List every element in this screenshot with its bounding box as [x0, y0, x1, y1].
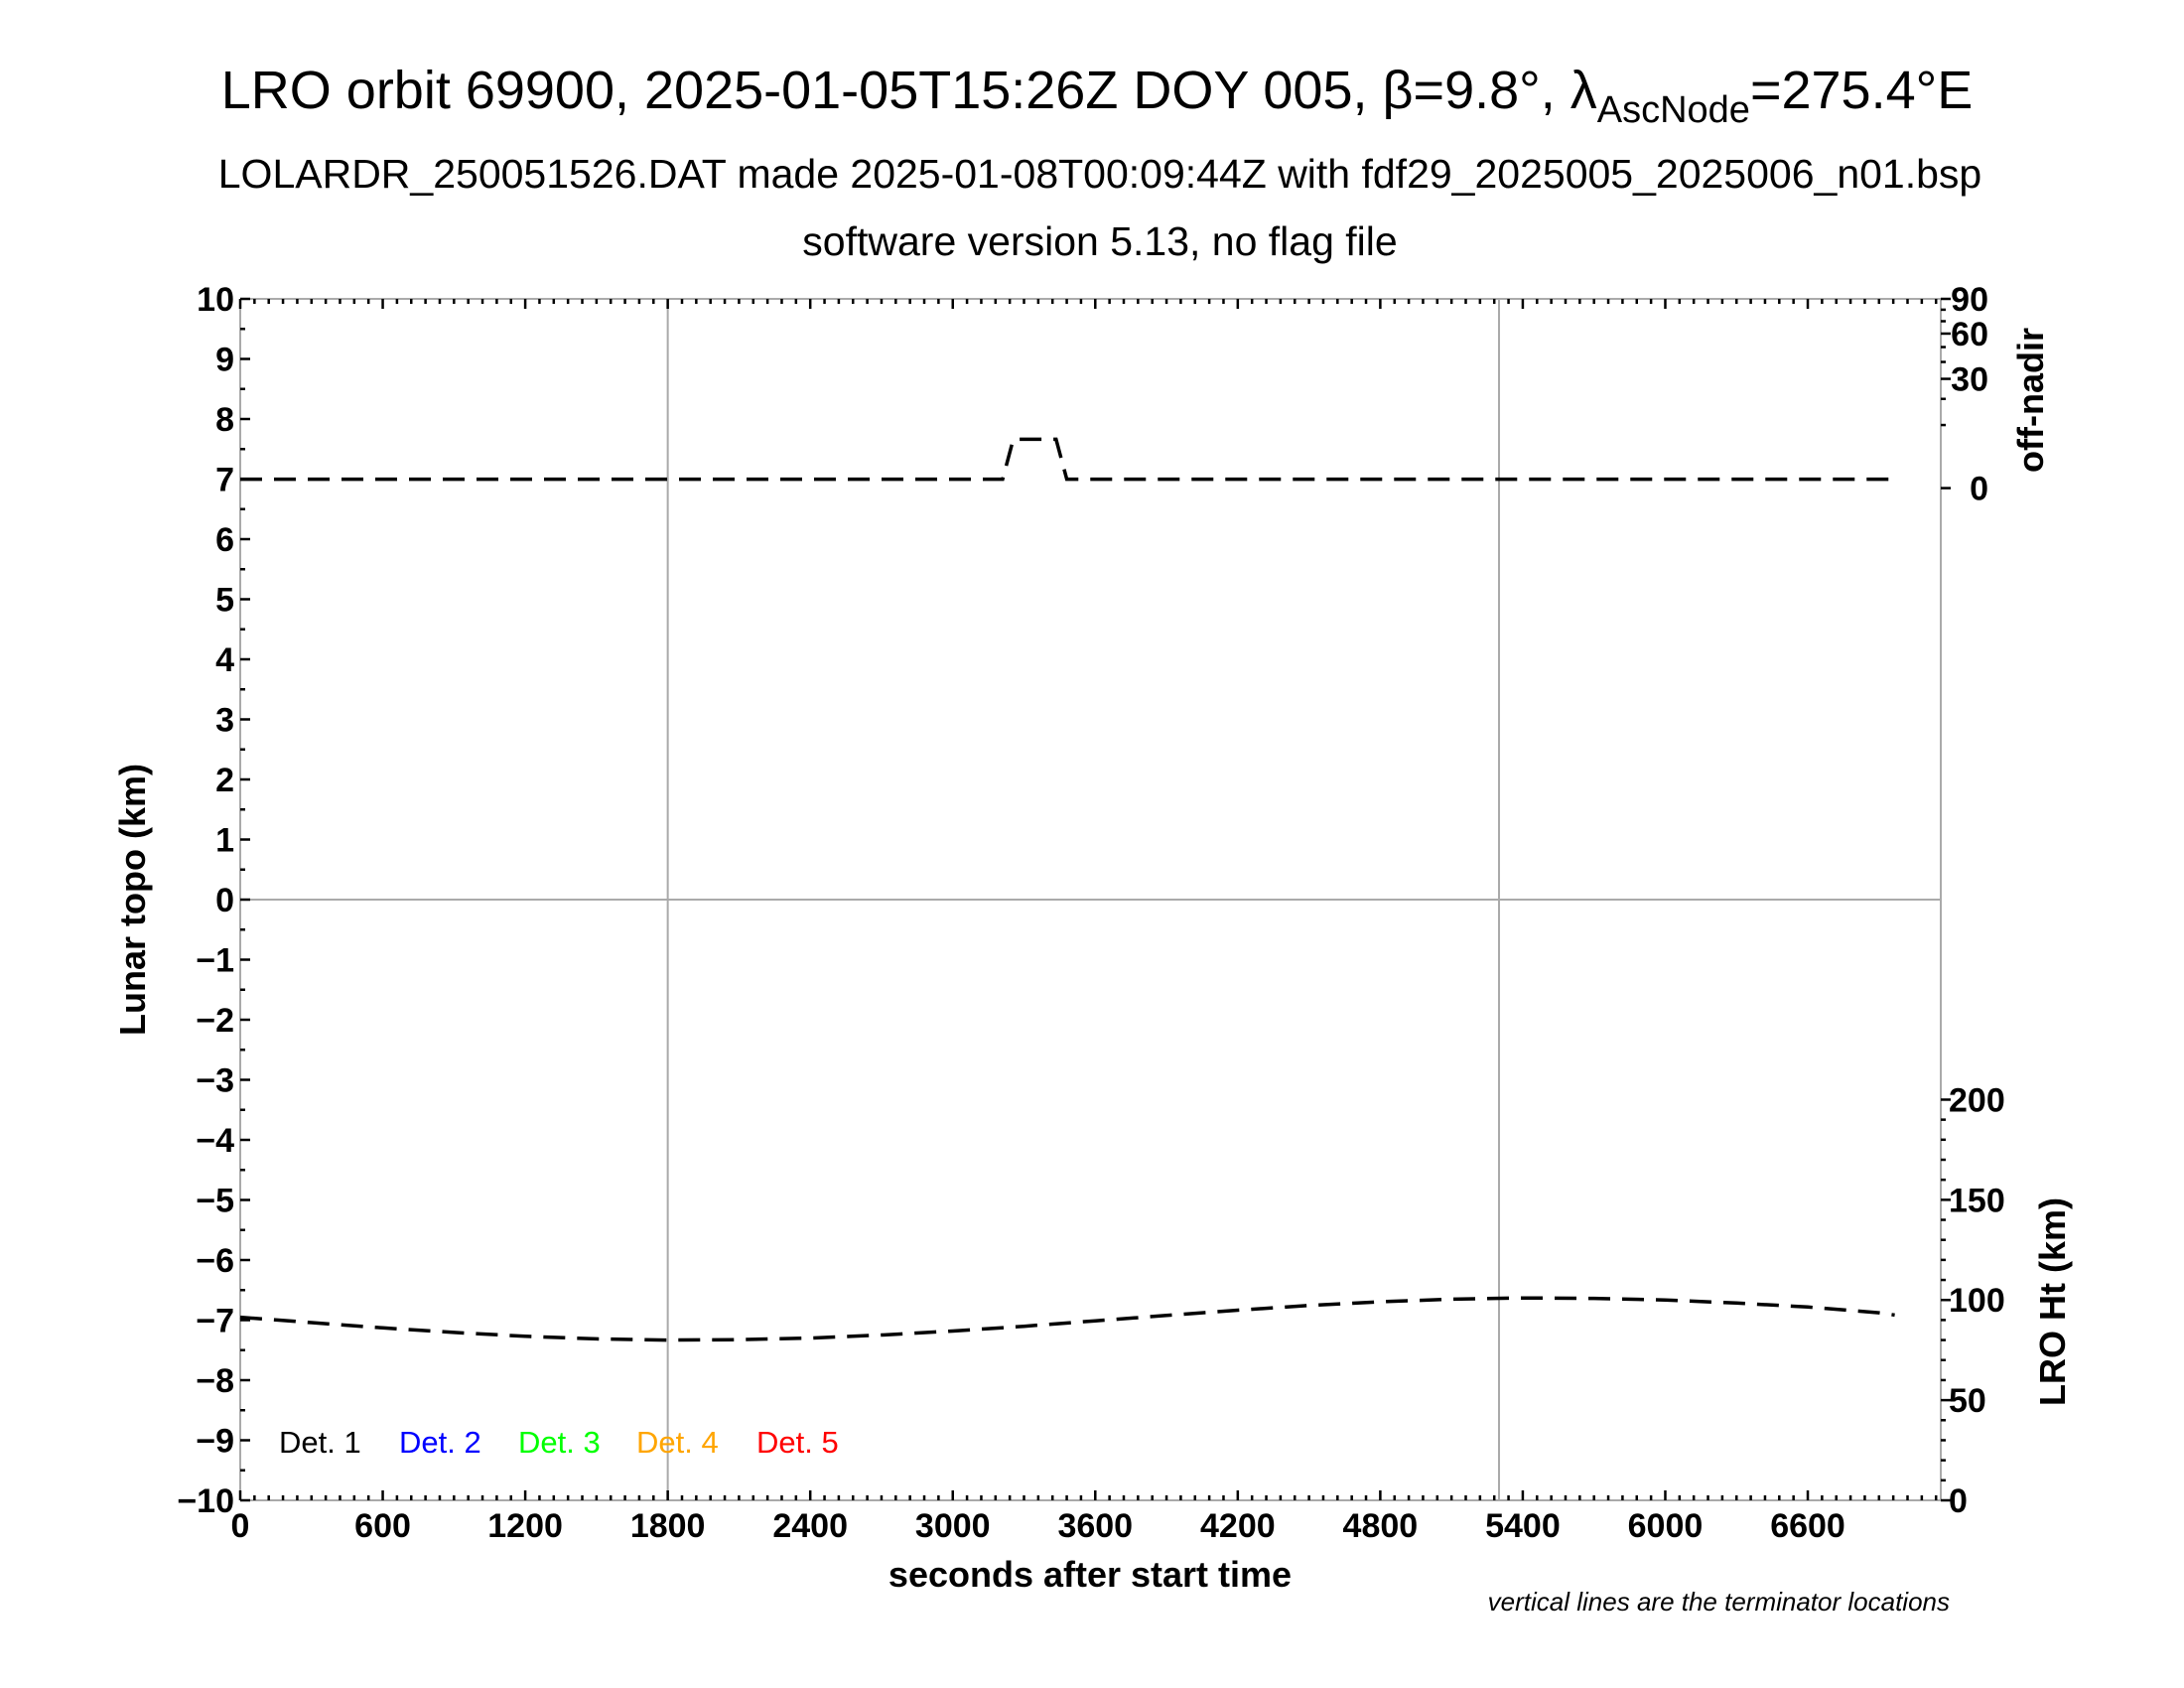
off-nadir-tick-label: 90 [1951, 281, 1988, 319]
y-tick-label: 4 [215, 641, 234, 679]
lro-height-series-line [239, 1296, 1895, 1342]
x-tick-label: 600 [354, 1507, 411, 1545]
x-tick-label: 6000 [1628, 1507, 1704, 1545]
off-nadir-tick-label: 0 [1970, 471, 1988, 508]
y-tick-label: −9 [196, 1423, 234, 1461]
y-tick-label: 2 [215, 762, 234, 799]
off-nadir-series-line [240, 437, 1895, 482]
y-tick-label: −10 [177, 1482, 234, 1520]
y-tick-label: −1 [196, 942, 234, 980]
y-tick-label: 1 [215, 822, 234, 860]
legend-entry: Det. 5 [756, 1425, 839, 1460]
x-tick-label: 0 [231, 1507, 250, 1545]
y-tick-label: −8 [196, 1362, 234, 1400]
x-tick-label: 1200 [487, 1507, 563, 1545]
y-tick-label: −6 [196, 1242, 234, 1280]
off-nadir-tick-label: 30 [1951, 361, 1988, 399]
y-axis-label: Lunar topo (km) [112, 764, 153, 1036]
y-tick-label: 10 [197, 281, 234, 319]
y-tick-label: 0 [215, 882, 234, 919]
x-tick-label: 5400 [1485, 1507, 1561, 1545]
y-tick-label: 8 [215, 401, 234, 439]
y-tick-label: 3 [215, 702, 234, 740]
legend-entry: Det. 2 [399, 1425, 481, 1460]
height-tick-label: 50 [1949, 1382, 1986, 1420]
x-tick-label: 4200 [1200, 1507, 1276, 1545]
y-tick-label: −7 [196, 1303, 234, 1340]
x-tick-label: 3000 [915, 1507, 991, 1545]
y-tick-label: 7 [215, 462, 234, 499]
chart-subtitle: LOLARDR_250051526.DAT made 2025-01-08T00… [218, 151, 1981, 197]
y-tick-label: 9 [215, 342, 234, 379]
x-tick-label: 4800 [1343, 1507, 1419, 1545]
y-tick-label: 6 [215, 521, 234, 559]
lro-height-axis-label: LRO Ht (km) [2032, 1197, 2073, 1406]
height-tick-label: 0 [1949, 1482, 1968, 1520]
y-tick-label: −4 [196, 1122, 234, 1160]
height-tick-label: 200 [1949, 1081, 2005, 1119]
terminator-note: vertical lines are the terminator locati… [1488, 1587, 1950, 1617]
chart-title: LRO orbit 69900, 2025-01-05T15:26Z DOY 0… [221, 61, 1973, 131]
legend-entry: Det. 1 [279, 1425, 361, 1460]
y-tick-label: −5 [196, 1183, 234, 1220]
y-tick-label: 5 [215, 582, 234, 620]
y-tick-label: −2 [196, 1002, 234, 1040]
x-axis-label: seconds after start time [888, 1554, 1292, 1595]
height-tick-label: 150 [1949, 1182, 2005, 1219]
plot-area: 0 600 1200 1800 2400 3000 3600 4200 4800 5400 6000… [177, 281, 2004, 1545]
chart-subtitle-2: software version 5.13, no flag file [802, 218, 1397, 264]
legend-entry: Det. 3 [518, 1425, 601, 1460]
off-nadir-tick-label: 60 [1951, 316, 1988, 353]
y-tick-label: −3 [196, 1062, 234, 1100]
legend: Det. 1 Det. 2 Det. 3 Det. 4 Det. 5 [279, 1425, 839, 1460]
legend-entry: Det. 4 [636, 1425, 719, 1460]
x-tick-label: 6600 [1770, 1507, 1845, 1545]
height-tick-label: 100 [1949, 1282, 2005, 1320]
x-tick-label: 3600 [1057, 1507, 1133, 1545]
x-tick-label: 2400 [772, 1507, 848, 1545]
off-nadir-axis-label: off-nadir [2010, 328, 2051, 473]
x-tick-label: 1800 [630, 1507, 706, 1545]
